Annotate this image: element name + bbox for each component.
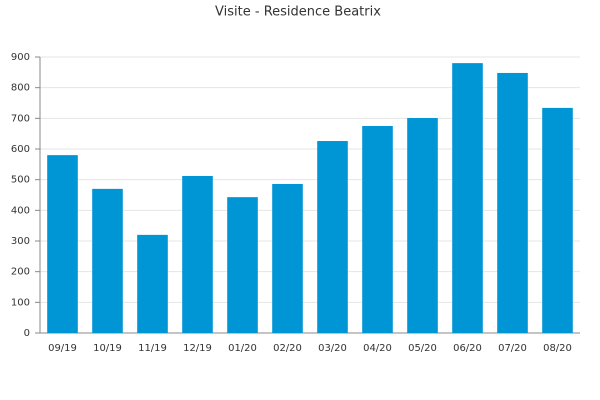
bar bbox=[407, 118, 438, 333]
y-tick-label: 600 bbox=[11, 144, 30, 155]
y-tick-label: 200 bbox=[11, 267, 30, 278]
x-tick-label: 03/20 bbox=[318, 343, 347, 354]
x-tick-label: 11/19 bbox=[138, 343, 167, 354]
bar bbox=[317, 141, 348, 333]
chart-title: Visite - Residence Beatrix bbox=[215, 5, 381, 20]
bar bbox=[542, 107, 573, 333]
x-tick-label: 09/19 bbox=[48, 343, 77, 354]
bar bbox=[452, 63, 483, 334]
y-tick-label: 900 bbox=[11, 52, 30, 63]
x-tick-label: 08/20 bbox=[543, 343, 572, 354]
bar bbox=[497, 72, 528, 334]
x-tick-label: 01/20 bbox=[228, 343, 257, 354]
x-tick-label: 06/20 bbox=[453, 343, 482, 354]
y-tick-label: 0 bbox=[24, 328, 30, 339]
y-tick-label: 300 bbox=[11, 236, 30, 247]
y-tick-label: 400 bbox=[11, 205, 30, 216]
x-tick-label: 02/20 bbox=[273, 343, 302, 354]
bar bbox=[47, 155, 78, 333]
x-tick-label: 04/20 bbox=[363, 343, 392, 354]
bar bbox=[137, 234, 168, 333]
y-tick-label: 500 bbox=[11, 175, 30, 186]
y-tick-label: 700 bbox=[11, 113, 30, 124]
bar bbox=[362, 126, 393, 333]
x-tick-label: 10/19 bbox=[93, 343, 122, 354]
bar bbox=[92, 188, 123, 333]
bar bbox=[272, 183, 303, 333]
y-tick-label: 100 bbox=[11, 297, 30, 308]
x-tick-label: 05/20 bbox=[408, 343, 437, 354]
x-tick-label: 07/20 bbox=[498, 343, 527, 354]
y-tick-label: 800 bbox=[11, 83, 30, 94]
bar bbox=[182, 175, 213, 333]
x-tick-label: 12/19 bbox=[183, 343, 212, 354]
bar bbox=[227, 197, 258, 333]
